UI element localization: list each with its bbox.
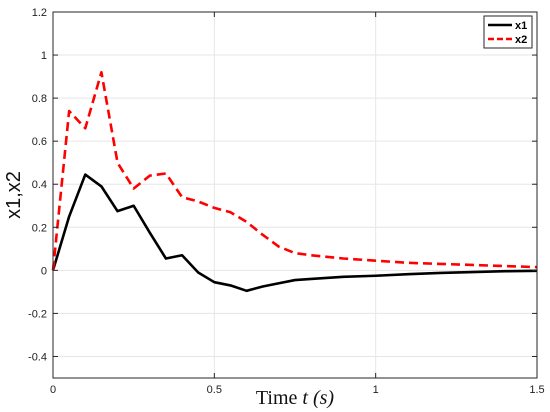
y-tick-label: 0.2 (32, 222, 47, 234)
y-tick-label: 0.6 (32, 136, 47, 148)
x-axis-label-variable: t (302, 387, 308, 409)
x-axis-label-prefix: Time (256, 387, 303, 409)
y-tick-label: 1.2 (32, 7, 47, 19)
x-tick-label: 0 (50, 384, 56, 396)
axis-ticks (52, 11, 538, 378)
series-line-x1 (51, 173, 538, 293)
tick-labels: 0 0.5 1 1.5 -0.4 -0.2 0 0.2 0.4 0.6 0.8 1 1.2 (28, 7, 545, 396)
x-tick-label: 1.5 (529, 384, 544, 396)
legend-label-x1: x1 (515, 20, 527, 32)
x-tick-label: 0.5 (207, 384, 222, 396)
y-tick-label: 0 (41, 265, 47, 277)
series-lines (51, 70, 538, 293)
x-axis-label: Time t (s) (256, 387, 335, 409)
y-tick-label: 0.8 (32, 93, 47, 105)
plot-frame (52, 11, 538, 379)
legend-label-x2: x2 (515, 34, 527, 46)
legend-box (483, 15, 533, 49)
y-tick-label: 0.4 (32, 179, 47, 191)
x-tick-label: 1 (373, 384, 379, 396)
y-tick-label: -0.2 (28, 308, 47, 320)
x-axis-label-unit: (s) (313, 387, 334, 409)
series-line-x2 (51, 70, 538, 271)
y-tick-label: -0.4 (28, 351, 47, 363)
y-axis-label: x1,x2 (3, 171, 25, 219)
legend: x1 x2 (483, 15, 533, 49)
y-tick-label: 1 (41, 50, 47, 62)
